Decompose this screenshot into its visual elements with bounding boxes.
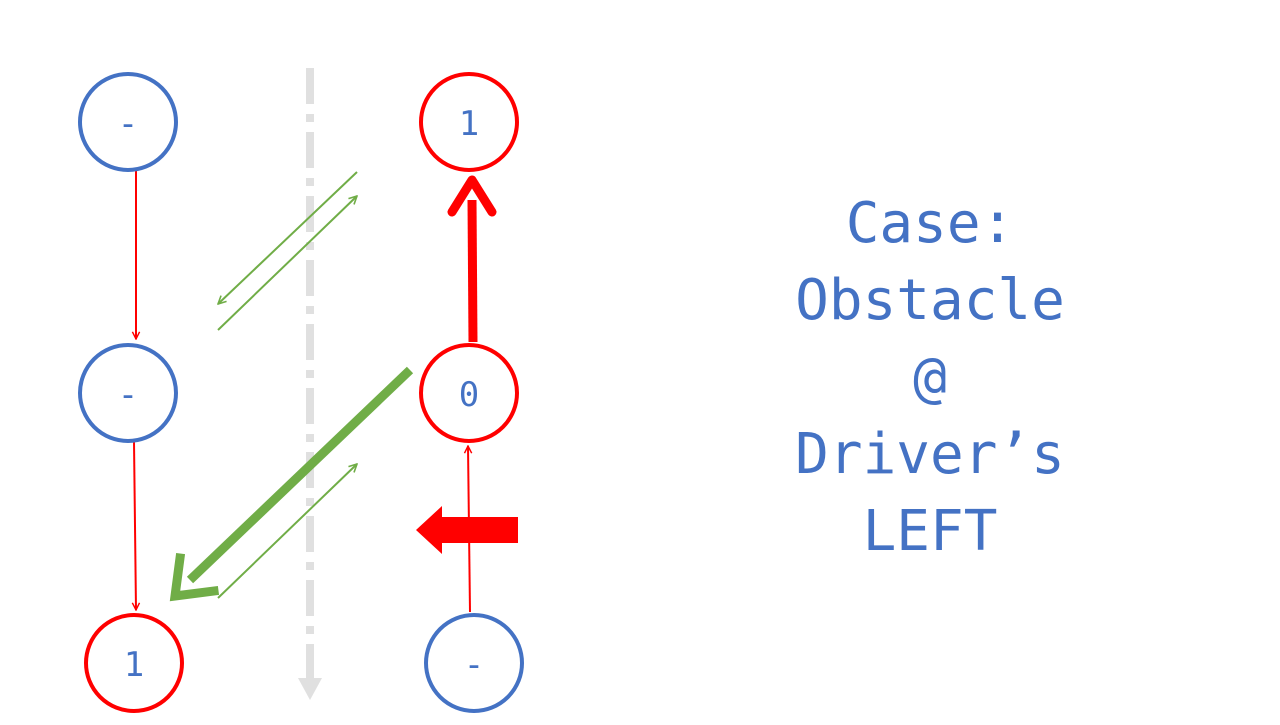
node-right-mid: 0 <box>419 343 519 443</box>
node-left-top: - <box>78 72 178 172</box>
caption-line-3: @ <box>913 345 947 410</box>
green-diag-lower <box>217 464 357 599</box>
node-right-top: 1 <box>419 72 519 172</box>
node-left-mid-label: - <box>118 375 138 415</box>
node-left-mid: - <box>78 343 178 443</box>
edge-left-mid-to-bottom <box>134 441 136 610</box>
caption-line-5: LEFT <box>862 499 998 564</box>
caption-line-2: Obstacle <box>795 268 1065 333</box>
node-left-bottom-label: 1 <box>124 645 144 685</box>
node-left-bottom: 1 <box>84 613 184 713</box>
green-diag-upper-b <box>217 196 357 331</box>
thick-green-arrow <box>169 366 414 602</box>
green-diag-upper-a <box>218 171 358 304</box>
lane-divider <box>298 68 322 700</box>
thick-red-arrow-up <box>447 175 497 343</box>
node-right-top-label: 1 <box>459 104 479 144</box>
case-caption: Case: Obstacle @ Driver’s LEFT <box>730 185 1130 570</box>
node-right-bottom: - <box>424 613 524 713</box>
caption-line-4: Driver’s <box>795 422 1065 487</box>
node-left-top-label: - <box>118 104 138 144</box>
node-right-bottom-label: - <box>464 645 484 685</box>
obstacle-arrow-left <box>416 506 518 554</box>
caption-line-1: Case: <box>845 191 1015 256</box>
node-right-mid-label: 0 <box>459 375 479 415</box>
